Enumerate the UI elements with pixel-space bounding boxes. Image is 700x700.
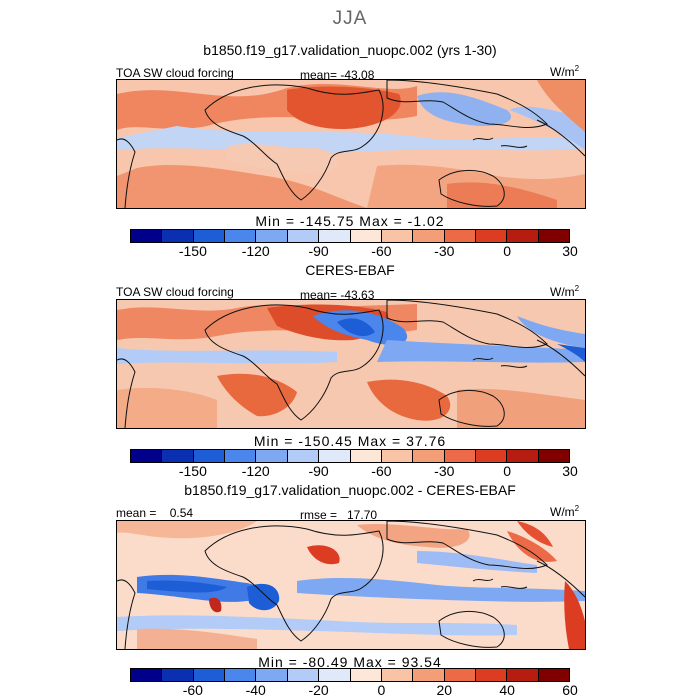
colorbar-swatch — [256, 669, 288, 681]
panel-1-variable-label: TOA SW cloud forcing — [116, 66, 234, 80]
colorbar-swatch — [256, 230, 288, 242]
colorbar-swatch — [381, 450, 414, 462]
colorbar-swatch — [444, 669, 476, 681]
colorbar-swatch — [162, 230, 194, 242]
colorbar-tick-label: -120 — [241, 243, 270, 259]
colorbar-tick-label: -150 — [178, 243, 207, 259]
panel-3-colorbar-ticks: -60 -40 -20 0 20 40 60 — [130, 682, 578, 700]
colorbar-swatch — [287, 669, 320, 681]
colorbar-tick-label: 40 — [499, 682, 515, 698]
colorbar-swatch — [475, 669, 508, 681]
colorbar-tick-label: -120 — [241, 463, 270, 479]
colorbar-swatch — [162, 450, 194, 462]
panel-1-units: W/m2 — [550, 64, 580, 79]
colorbar-tick-label: 30 — [562, 243, 578, 259]
colorbar-swatch — [193, 230, 226, 242]
panel-3-units: W/m2 — [550, 504, 580, 519]
colorbar-swatch — [162, 669, 194, 681]
colorbar-swatch — [507, 230, 539, 242]
colorbar-tick-label: 20 — [436, 682, 453, 698]
panel-2-minmax: Min = -150.45 Max = 37.76 — [253, 433, 447, 449]
colorbar-swatch — [538, 450, 570, 462]
colorbar-swatch — [350, 450, 382, 462]
colorbar-swatch — [413, 669, 445, 681]
panel-1-map — [116, 79, 586, 209]
panel-2-map — [116, 299, 586, 429]
panel-3-mean-label: mean = 0.54 — [116, 506, 194, 520]
colorbar-tick-label: 30 — [562, 463, 578, 479]
colorbar-swatch — [287, 450, 320, 462]
colorbar-swatch — [381, 230, 414, 242]
colorbar-swatch — [444, 230, 476, 242]
panel-1-title: b1850.f19_g17.validation_nuopc.002 (yrs … — [203, 42, 497, 58]
colorbar-swatch — [225, 669, 257, 681]
panel-2-variable-label: TOA SW cloud forcing — [116, 285, 234, 299]
panel-2-units: W/m2 — [550, 284, 580, 299]
colorbar-tick-label: 0 — [503, 243, 512, 259]
colorbar-swatch — [319, 230, 351, 242]
colorbar-swatch — [319, 669, 351, 681]
colorbar-tick-label: -150 — [178, 463, 207, 479]
colorbar-swatch — [131, 450, 163, 462]
colorbar-tick-label: 60 — [562, 682, 578, 698]
panel-3-minmax: Min = -80.49 Max = 93.54 — [258, 654, 442, 670]
colorbar-swatch — [444, 450, 476, 462]
colorbar-tick-label: -30 — [434, 243, 455, 259]
colorbar-tick-label: -40 — [245, 682, 266, 698]
panel-3-title: b1850.f19_g17.validation_nuopc.002 - CER… — [184, 482, 516, 498]
colorbar-tick-label: 0 — [503, 463, 512, 479]
colorbar-swatch — [225, 450, 257, 462]
panel-1-colorbar — [130, 229, 570, 243]
panel-1-colorbar-ticks: -150 -120 -90 -60 -30 0 30 — [130, 243, 578, 261]
colorbar-tick-label: -90 — [308, 243, 329, 259]
colorbar-tick-label: -60 — [371, 463, 392, 479]
colorbar-tick-label: -30 — [434, 463, 455, 479]
colorbar-tick-label: -20 — [308, 682, 329, 698]
colorbar-swatch — [475, 230, 508, 242]
panel-3-rmse-label: rmse = 17.70 — [300, 508, 378, 522]
colorbar-swatch — [193, 450, 226, 462]
panel-2-mean-label: mean= -43.63 — [300, 288, 375, 302]
colorbar-swatch — [319, 450, 351, 462]
colorbar-swatch — [413, 230, 445, 242]
panel-3-colorbar — [130, 668, 570, 682]
colorbar-swatch — [193, 669, 226, 681]
colorbar-swatch — [381, 669, 414, 681]
panel-1-minmax: Min = -145.75 Max = -1.02 — [255, 213, 445, 229]
panel-2-colorbar-ticks: -150 -120 -90 -60 -30 0 30 — [130, 463, 578, 481]
colorbar-swatch — [287, 230, 320, 242]
panel-3-map — [116, 520, 586, 650]
colorbar-swatch — [413, 450, 445, 462]
colorbar-swatch — [350, 230, 382, 242]
colorbar-tick-label: -60 — [371, 243, 392, 259]
season-title: JJA — [332, 8, 368, 29]
colorbar-swatch — [538, 230, 570, 242]
colorbar-tick-label: 0 — [377, 682, 386, 698]
colorbar-swatch — [538, 669, 570, 681]
panel-1-mean-label: mean= -43.08 — [300, 68, 375, 82]
panel-2-colorbar — [130, 449, 570, 463]
colorbar-swatch — [131, 669, 163, 681]
colorbar-tick-label: -90 — [308, 463, 329, 479]
colorbar-swatch — [225, 230, 257, 242]
colorbar-swatch — [350, 669, 382, 681]
colorbar-swatch — [507, 450, 539, 462]
colorbar-swatch — [131, 230, 163, 242]
panel-2-title: CERES-EBAF — [305, 262, 395, 278]
colorbar-swatch — [256, 450, 288, 462]
colorbar-tick-label: -60 — [182, 682, 203, 698]
colorbar-swatch — [507, 669, 539, 681]
colorbar-swatch — [475, 450, 508, 462]
